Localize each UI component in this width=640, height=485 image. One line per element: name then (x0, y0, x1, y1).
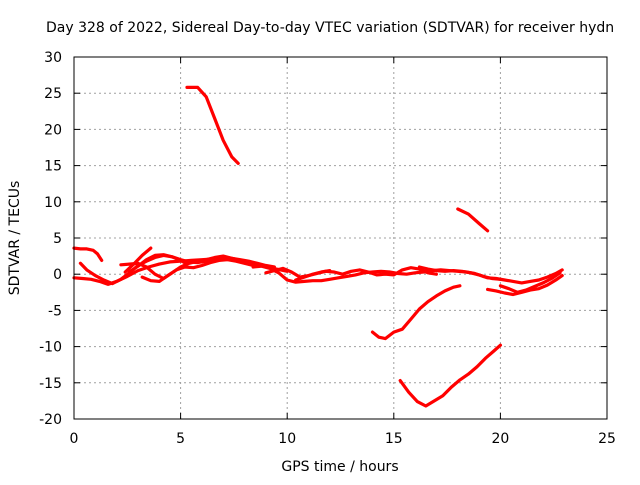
series-arc-7 (123, 246, 153, 274)
x-tick-label: 15 (385, 431, 403, 447)
x-tick-label: 10 (278, 431, 296, 447)
series-arc-12 (370, 284, 462, 341)
y-tick-label: -5 (48, 303, 62, 319)
series-arc-8 (185, 85, 240, 165)
x-tick-label: 0 (70, 431, 79, 447)
series-layer (72, 85, 564, 408)
y-tick-label: 30 (44, 50, 62, 66)
x-tick-label: 25 (598, 431, 616, 447)
series-arc-11 (294, 269, 332, 282)
y-tick-label: 5 (53, 231, 62, 247)
x-tick-label: 20 (491, 431, 509, 447)
y-tick-label: 15 (44, 159, 62, 175)
series-arc-13 (398, 343, 502, 408)
x-axis-label: GPS time / hours (281, 459, 398, 475)
y-tick-label: 25 (44, 86, 62, 102)
y-tick-label: -15 (39, 376, 62, 392)
tick-layer: 0 5 10 15 20 25 -20 -15 -10 -5 0 5 10 15 20 25 30 (39, 50, 616, 447)
x-tick-label: 5 (176, 431, 185, 447)
series-arc-5 (127, 253, 189, 274)
y-axis-label: SDTVAR / TECUs (7, 181, 23, 296)
series-arc-14 (456, 207, 490, 233)
series-arc-6 (140, 258, 255, 283)
chart-title: Day 328 of 2022, Sidereal Day-to-day VTE… (46, 20, 614, 36)
y-tick-label: 20 (44, 122, 62, 138)
y-tick-label: 10 (44, 195, 62, 211)
series-arc-10 (264, 266, 438, 279)
y-tick-label: -10 (39, 340, 62, 356)
grid-layer (74, 57, 607, 419)
series-arc-1 (72, 246, 104, 262)
y-tick-label: 0 (53, 267, 62, 283)
series-arc-17 (498, 271, 562, 294)
series-arc-15 (417, 265, 564, 285)
y-tick-label: -20 (39, 412, 62, 428)
